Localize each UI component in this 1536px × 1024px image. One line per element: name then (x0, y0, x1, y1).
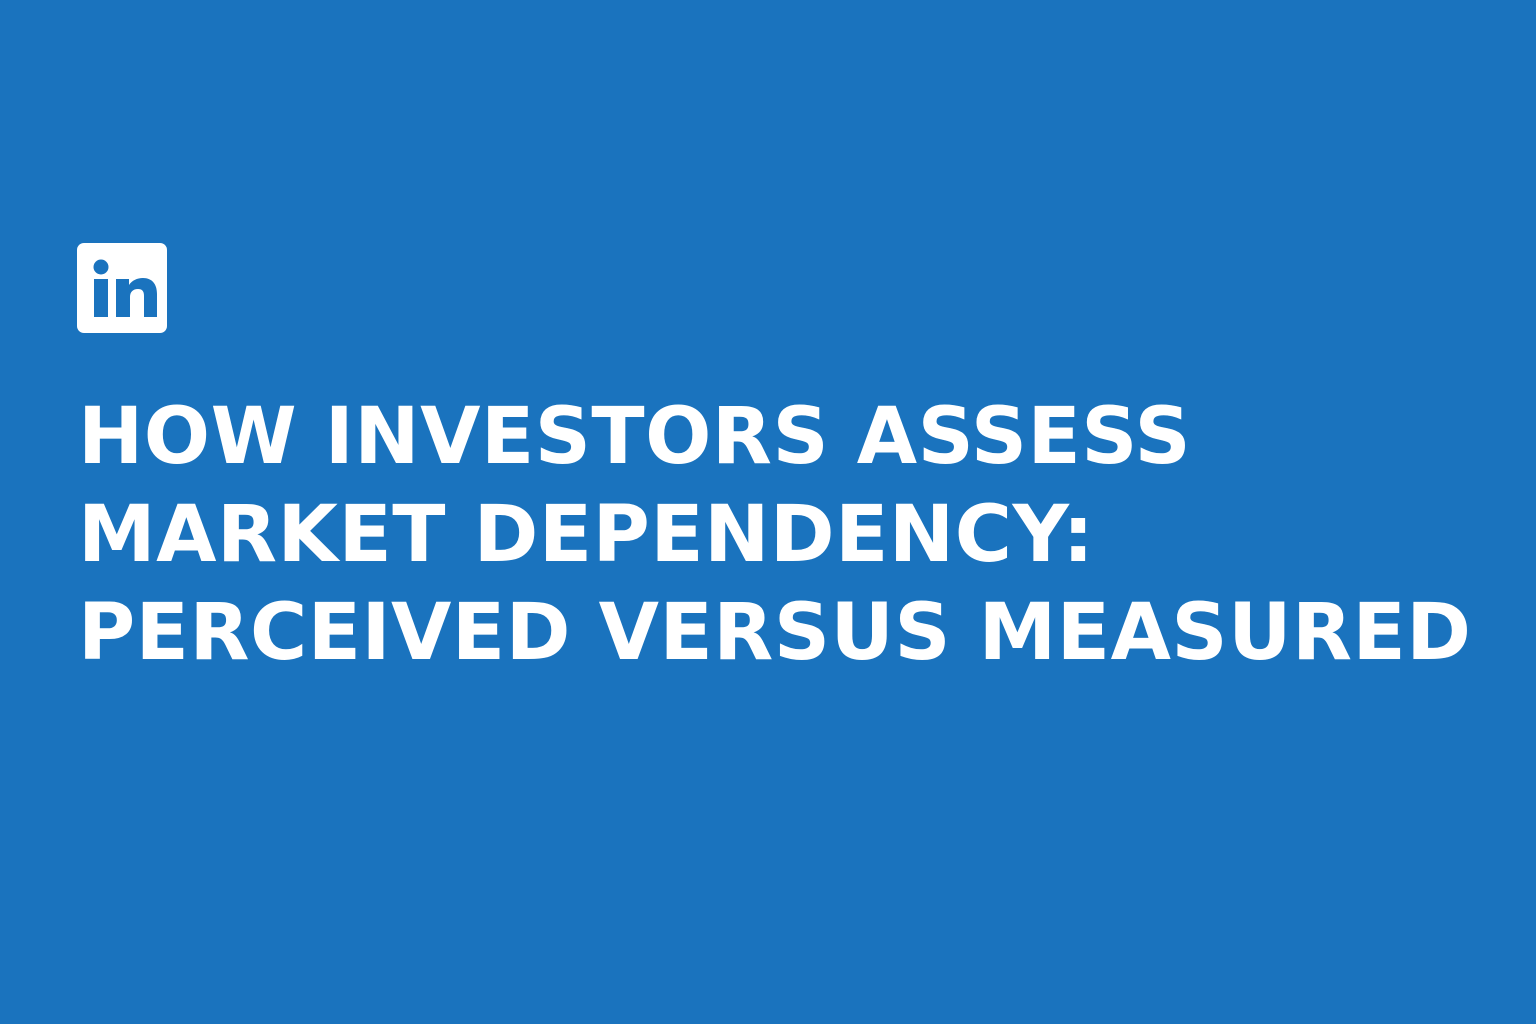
headline-line-1: HOW INVESTORS ASSESS (78, 392, 1192, 482)
headline: HOW INVESTORS ASSESS MARKET DEPENDENCY: … (78, 388, 1498, 682)
linkedin-logo-glyph (93, 259, 157, 317)
headline-line-3: PERCEIVED VERSUS MEASURED (78, 588, 1472, 678)
linkedin-icon (77, 243, 167, 333)
headline-line-2: MARKET DEPENDENCY: (78, 490, 1095, 580)
